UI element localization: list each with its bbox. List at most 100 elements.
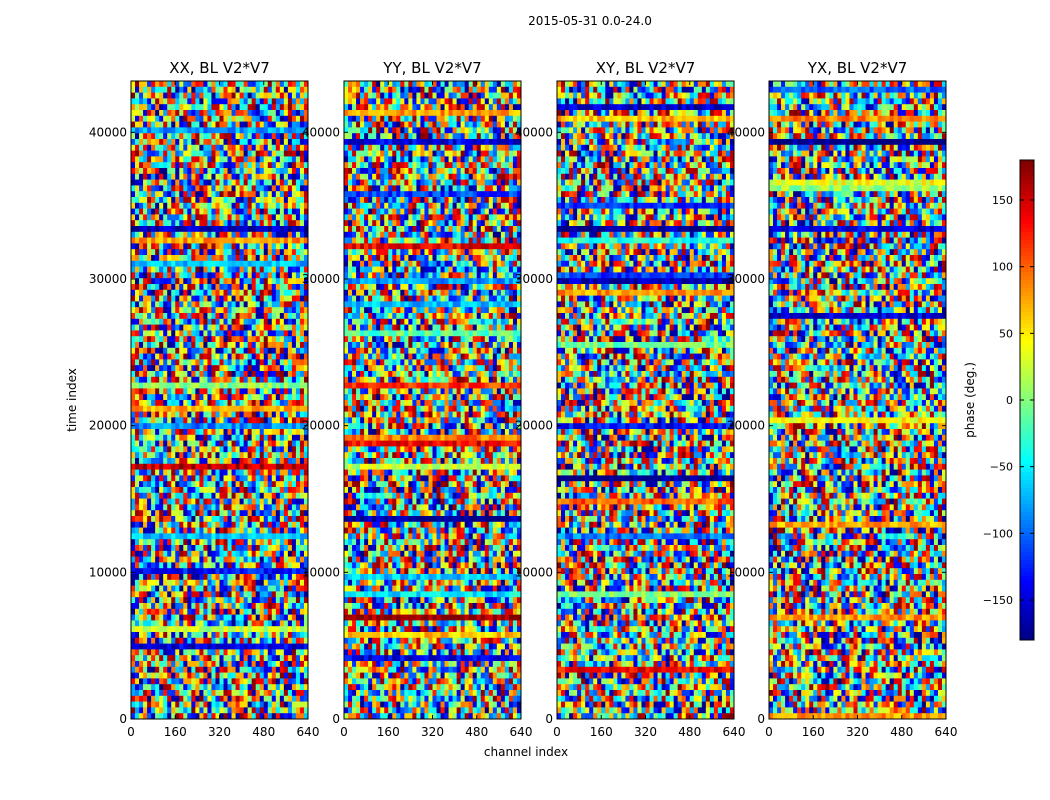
heatmap-cell bbox=[175, 133, 180, 140]
heatmap-cell bbox=[183, 214, 188, 221]
heatmap-cell bbox=[155, 214, 160, 221]
heatmap-cell bbox=[207, 394, 212, 401]
heatmap-cell bbox=[295, 661, 301, 668]
heatmap-cell bbox=[235, 608, 240, 615]
heatmap-cell bbox=[179, 342, 184, 349]
heatmap-cell bbox=[219, 672, 224, 679]
heatmap-cell bbox=[247, 220, 252, 227]
heatmap-cell bbox=[203, 237, 208, 244]
heatmap-cell bbox=[247, 388, 252, 395]
heatmap-cell bbox=[287, 568, 293, 575]
heatmap-cell bbox=[259, 661, 265, 668]
heatmap-cell bbox=[295, 220, 301, 227]
heatmap-cell bbox=[215, 481, 220, 488]
heatmap-cell bbox=[167, 608, 172, 615]
heatmap-cell bbox=[131, 243, 136, 250]
heatmap-cell bbox=[352, 86, 357, 93]
heatmap-cell bbox=[287, 550, 293, 557]
heatmap-cell bbox=[131, 603, 136, 610]
heatmap-cell bbox=[139, 707, 144, 714]
heatmap-cell bbox=[291, 208, 297, 215]
heatmap-cell bbox=[211, 510, 216, 517]
heatmap-cell bbox=[299, 661, 305, 668]
heatmap-cell bbox=[223, 168, 228, 175]
heatmap-cell bbox=[175, 701, 180, 708]
heatmap-cell bbox=[267, 585, 273, 592]
heatmap-cell bbox=[151, 690, 156, 697]
heatmap-cell bbox=[235, 81, 240, 88]
heatmap-cell bbox=[191, 162, 196, 169]
heatmap-cell bbox=[287, 318, 293, 325]
heatmap-cell bbox=[139, 243, 144, 250]
heatmap-cell bbox=[287, 504, 293, 511]
heatmap-cell bbox=[251, 98, 256, 105]
heatmap-cell bbox=[275, 214, 281, 221]
heatmap-cell bbox=[239, 411, 244, 418]
heatmap-cell bbox=[255, 411, 261, 418]
heatmap-cell bbox=[175, 469, 180, 476]
heatmap-cell bbox=[267, 637, 273, 644]
heatmap-cell bbox=[247, 179, 252, 186]
heatmap-cell bbox=[159, 110, 164, 117]
heatmap-cell bbox=[159, 527, 164, 534]
heatmap-cell bbox=[259, 562, 265, 569]
heatmap-cell bbox=[243, 545, 248, 552]
heatmap-cell bbox=[247, 597, 252, 604]
heatmap-cell bbox=[299, 411, 305, 418]
heatmap-cell bbox=[183, 318, 188, 325]
heatmap-cell bbox=[219, 591, 224, 598]
heatmap-cell bbox=[199, 423, 204, 430]
heatmap-cell bbox=[243, 568, 248, 575]
heatmap-cell bbox=[291, 562, 297, 569]
heatmap-cell bbox=[223, 481, 228, 488]
heatmap-cell bbox=[155, 202, 160, 209]
heatmap-cell bbox=[187, 133, 192, 140]
heatmap-cell bbox=[303, 487, 309, 494]
heatmap-cell bbox=[207, 86, 212, 93]
heatmap-cell bbox=[163, 440, 168, 447]
heatmap-cell bbox=[303, 521, 309, 528]
heatmap-cell bbox=[267, 655, 273, 662]
heatmap-cell bbox=[303, 295, 309, 302]
heatmap-cell bbox=[267, 556, 273, 563]
heatmap-cell bbox=[275, 620, 281, 627]
heatmap-cell bbox=[279, 458, 285, 465]
heatmap-cell bbox=[159, 284, 164, 291]
heatmap-cell bbox=[267, 324, 273, 331]
heatmap-cell bbox=[219, 510, 224, 517]
heatmap-cell bbox=[299, 301, 305, 308]
heatmap-cell bbox=[159, 637, 164, 644]
heatmap-cell bbox=[227, 463, 232, 470]
heatmap-cell bbox=[171, 510, 176, 517]
heatmap-cell bbox=[151, 562, 156, 569]
heatmap-cell bbox=[187, 220, 192, 227]
heatmap-cell bbox=[295, 110, 301, 117]
heatmap-cell bbox=[163, 672, 168, 679]
heatmap-cell bbox=[219, 336, 224, 343]
heatmap-cell bbox=[279, 579, 285, 586]
heatmap-cell bbox=[151, 150, 156, 157]
heatmap-cell bbox=[163, 249, 168, 256]
heatmap-cell bbox=[187, 591, 192, 598]
heatmap-cell bbox=[175, 458, 180, 465]
heatmap-cell bbox=[183, 643, 188, 650]
heatmap-cell bbox=[139, 405, 144, 412]
heatmap-cell bbox=[143, 556, 148, 563]
heatmap-cell bbox=[303, 81, 309, 88]
heatmap-cell bbox=[291, 318, 297, 325]
heatmap-cell bbox=[203, 574, 208, 581]
heatmap-cell bbox=[243, 643, 248, 650]
heatmap-cell bbox=[163, 359, 168, 366]
heatmap-cell bbox=[203, 173, 208, 180]
heatmap-cell bbox=[207, 249, 212, 256]
heatmap-cell bbox=[239, 423, 244, 430]
heatmap-cell bbox=[303, 626, 309, 633]
heatmap-cell bbox=[143, 469, 148, 476]
heatmap-cell bbox=[283, 81, 289, 88]
heatmap-cell bbox=[267, 521, 273, 528]
heatmap-cell bbox=[195, 463, 200, 470]
heatmap-cell bbox=[263, 690, 269, 697]
heatmap-cell bbox=[155, 481, 160, 488]
heatmap-cell bbox=[195, 179, 200, 186]
